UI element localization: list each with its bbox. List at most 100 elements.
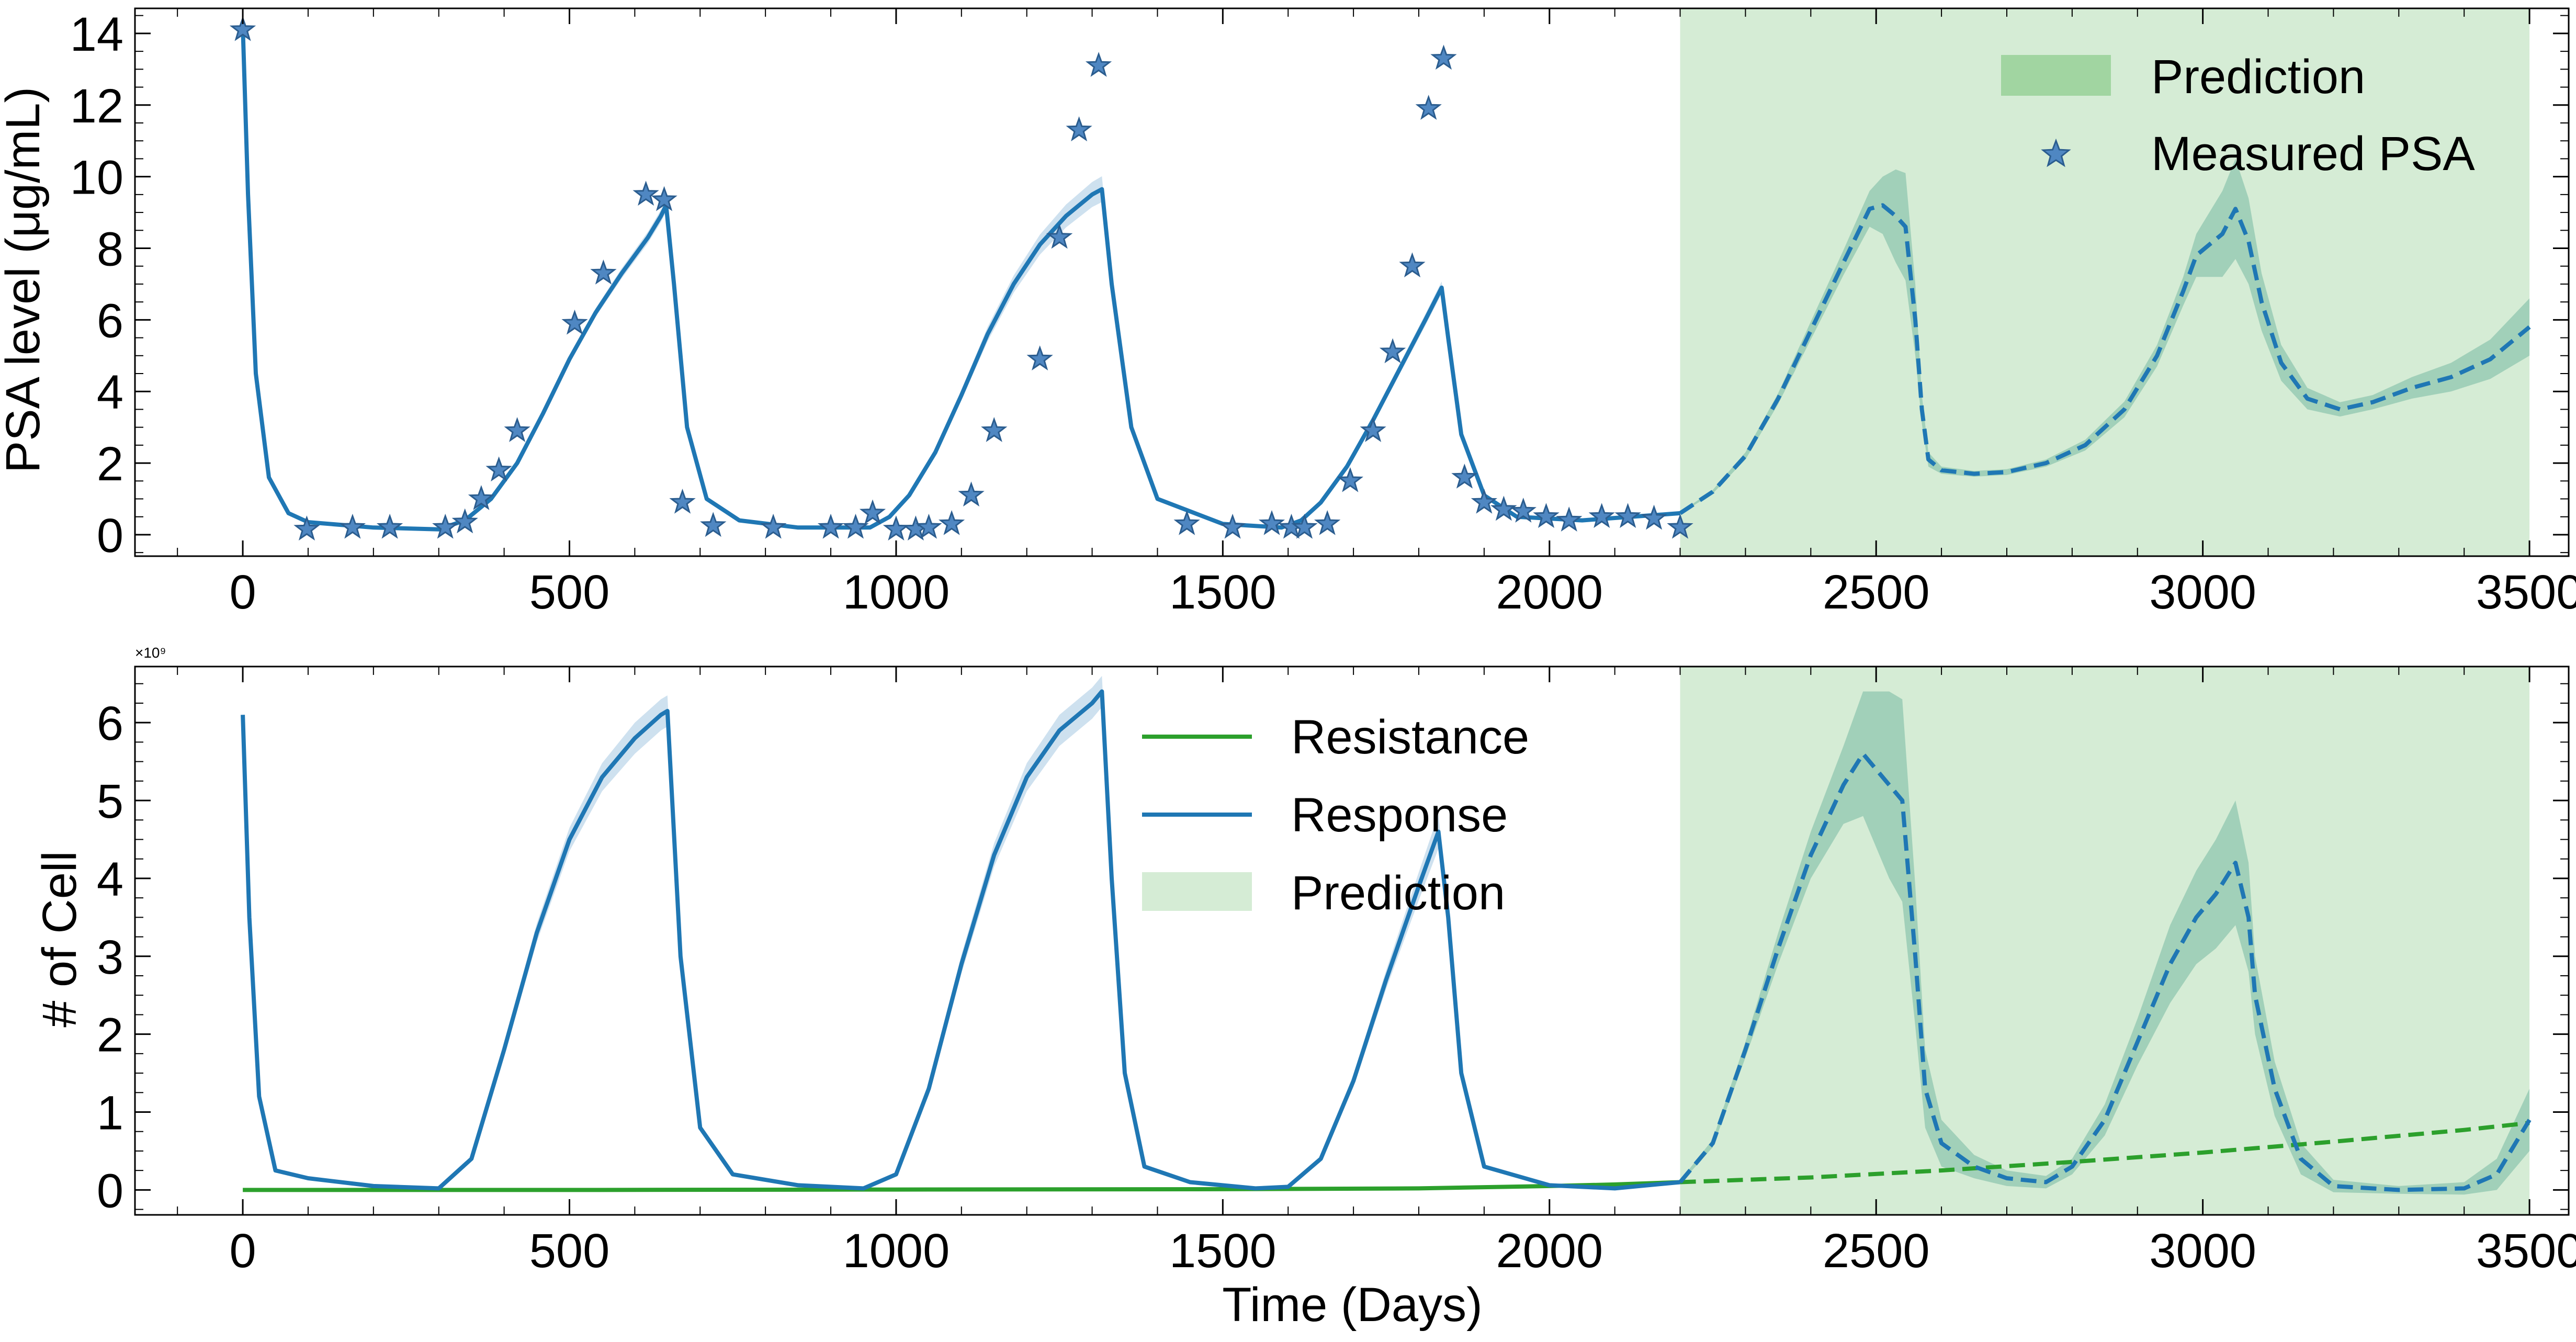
measured-psa-point	[1219, 513, 1246, 539]
measured-psa-point	[468, 485, 494, 510]
y-tick-label: 8	[97, 222, 123, 276]
y-tick-label: 10	[70, 151, 123, 205]
measured-psa-point	[958, 481, 985, 507]
measured-psa-point	[1588, 503, 1615, 528]
measured-psa-point	[1430, 44, 1457, 70]
measured-psa-point	[504, 417, 530, 442]
measured-psa-point	[1173, 510, 1200, 535]
measured-psa-point	[669, 488, 696, 514]
measured-psa-point	[1360, 417, 1386, 442]
x-tick-labels: 0 500 1000 1500 2000 2500 3000 3500	[229, 1224, 2576, 1278]
y-tick-label: 14	[70, 8, 123, 61]
x-tick-label: 1500	[1169, 1224, 1276, 1278]
legend-prediction-swatch	[2001, 55, 2111, 96]
legend-measured-label: Measured PSA	[2151, 127, 2475, 181]
plot-frame	[134, 666, 2570, 1216]
x-tick-label: 1000	[843, 566, 950, 619]
y-tick-label: 0	[97, 509, 123, 562]
legend-star-marker	[2041, 138, 2071, 167]
measured-psa-point	[1451, 464, 1478, 489]
x-tick-label: 3500	[2476, 566, 2576, 619]
x-axis-label: Time (Days)	[1222, 1278, 1482, 1332]
confidence-bands	[243, 26, 2530, 529]
measured-psa-point	[1066, 116, 1092, 142]
x-tick-label: 2500	[1823, 566, 1930, 619]
psa-panel: 0 500 1000 1500 2000 2500 3000 3500 0 2 4 6 8 10 12 14…	[0, 7, 2576, 619]
y-tick-label: 2	[97, 1009, 123, 1062]
y-tick-label: 2	[97, 437, 123, 491]
measured-psa-point	[1046, 223, 1073, 249]
measured-psa-points	[229, 16, 1693, 541]
uncertainty-band	[1680, 691, 2530, 1195]
x-tick-label: 3000	[2149, 566, 2256, 619]
y-axis-label: PSA level (μg/mL)	[0, 87, 50, 473]
measured-psa-point	[981, 417, 1008, 442]
measured-psa-point	[1291, 513, 1318, 539]
y-scale-multiplier: ×10⁹	[135, 645, 166, 661]
cell-panel: 0 500 1000 1500 2000 2500 3000 3500 0 1 2 3 4 5 6 ×10…	[33, 645, 2576, 1332]
measured-psa-point	[590, 259, 617, 285]
measured-psa-point	[432, 513, 459, 539]
measured-psa-point	[859, 499, 886, 525]
measured-psa-point	[632, 181, 659, 206]
y-tick-label: 1	[97, 1087, 123, 1140]
measured-psa-point	[1399, 252, 1426, 278]
tick-marks	[135, 8, 2569, 556]
measured-psa-point	[1510, 498, 1536, 523]
measured-psa-point	[1314, 510, 1341, 535]
measured-psa-point	[651, 186, 677, 211]
measured-psa-point	[561, 309, 588, 335]
measured-psa-point	[1490, 495, 1517, 521]
measured-psa-point	[817, 513, 844, 539]
x-tick-label: 3000	[2149, 1224, 2256, 1278]
legend-resistance-label: Resistance	[1291, 711, 1529, 764]
series-line	[1679, 203, 2531, 515]
measured-psa-point	[1379, 338, 1406, 364]
legend: Resistance Response Prediction	[1142, 711, 1529, 920]
legend-response-label: Response	[1291, 788, 1508, 842]
series-lines	[241, 26, 2531, 532]
measured-psa-point	[376, 513, 403, 539]
measured-psa-point	[293, 515, 320, 541]
series-line	[1680, 1121, 2530, 1185]
y-tick-label: 3	[97, 931, 123, 984]
measured-psa-point	[1667, 513, 1693, 539]
y-tick-label: 0	[97, 1164, 123, 1217]
x-tick-label: 3500	[2476, 1224, 2576, 1278]
y-axis-label: # of Cell	[33, 851, 86, 1028]
measured-psa-point	[842, 513, 869, 539]
x-tick-label: 1000	[843, 1224, 950, 1278]
y-tick-label: 6	[97, 697, 123, 750]
measured-psa-point	[339, 513, 366, 539]
measured-psa-point	[760, 513, 787, 539]
confidence-bands	[243, 675, 2530, 1195]
measured-psa-point	[485, 456, 512, 482]
uncertainty-band	[1680, 159, 2530, 514]
x-tick-label: 0	[229, 1224, 256, 1278]
series-line	[241, 689, 1680, 1191]
measured-psa-point	[451, 508, 478, 534]
x-tick-labels: 0 500 1000 1500 2000 2500 3000 3500	[229, 566, 2576, 619]
y-tick-label: 5	[97, 775, 123, 828]
measured-psa-point	[1258, 510, 1285, 535]
measured-psa-point	[229, 16, 256, 41]
measured-psa-point	[1026, 345, 1053, 371]
y-tick-label: 12	[70, 80, 123, 133]
y-tick-label: 4	[97, 366, 123, 419]
measured-psa-point	[1415, 95, 1442, 120]
x-tick-label: 2000	[1496, 566, 1603, 619]
legend-prediction-swatch	[1142, 872, 1252, 911]
x-tick-label: 0	[229, 566, 256, 619]
series-line	[1678, 751, 2532, 1192]
y-tick-labels: 0 2 4 6 8 10 12 14	[70, 8, 123, 562]
tick-marks	[135, 667, 2569, 1215]
x-tick-label: 500	[529, 1224, 610, 1278]
y-tick-labels: 0 1 2 3 4 5 6	[97, 697, 123, 1217]
x-tick-label: 1500	[1169, 566, 1276, 619]
measured-psa-point	[1614, 503, 1641, 528]
measured-psa-point	[700, 512, 727, 537]
series-line	[241, 26, 1680, 532]
series-lines	[241, 689, 2532, 1192]
y-tick-label: 4	[97, 853, 123, 906]
